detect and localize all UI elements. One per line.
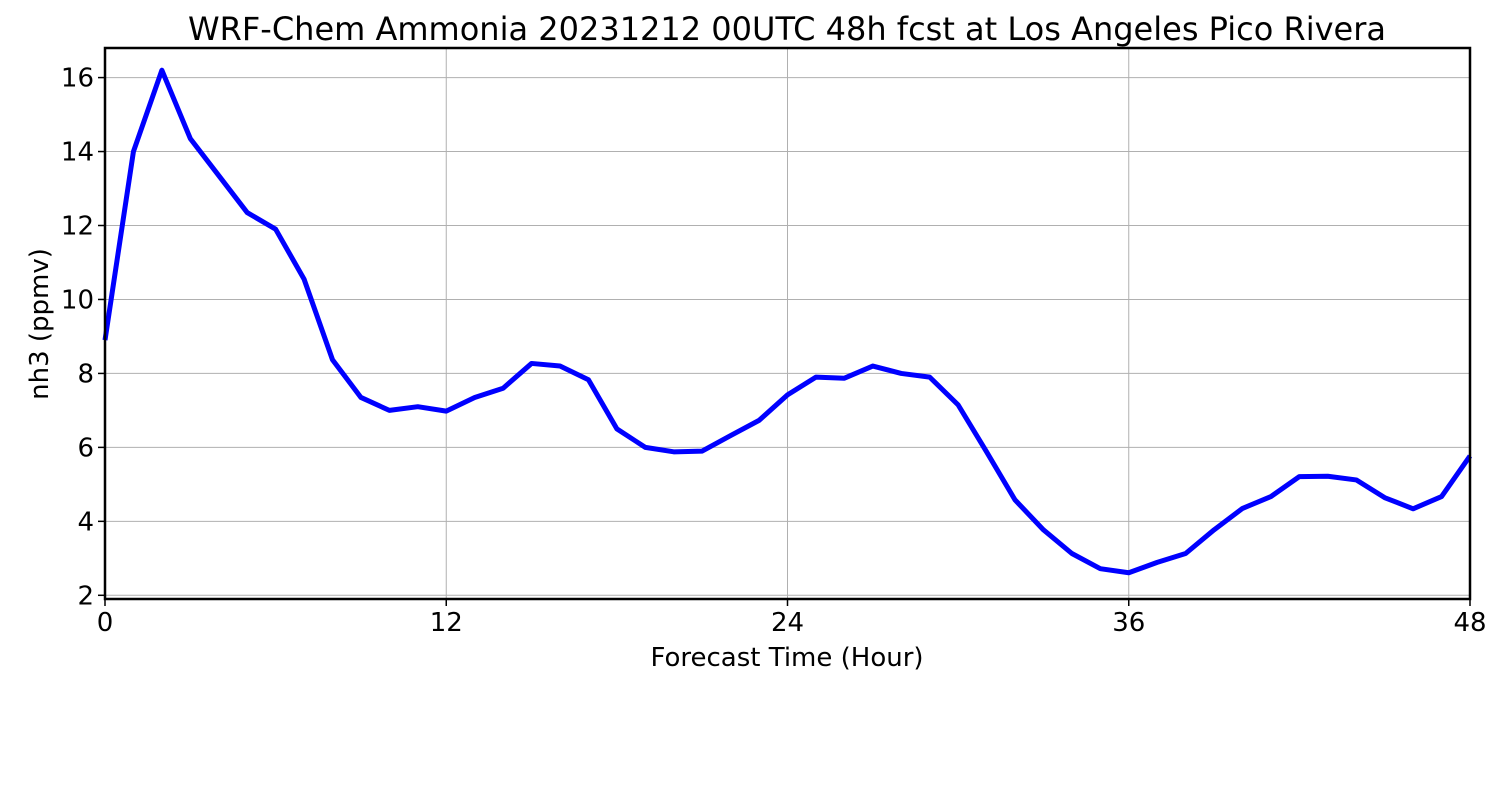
gridlines — [104, 48, 1471, 599]
x-tick-label: 48 — [1453, 608, 1486, 638]
x-axis-label: Forecast Time (Hour) — [650, 643, 923, 673]
y-tick-label: 4 — [77, 507, 94, 537]
series-layer — [102, 67, 1473, 576]
y-tick-label: 12 — [61, 212, 94, 242]
y-tick-label: 6 — [77, 433, 94, 463]
chart-title: WRF-Chem Ammonia 20231212 00UTC 48h fcst… — [188, 10, 1386, 48]
y-tick-label: 14 — [61, 138, 94, 168]
x-tick-label: 36 — [1112, 608, 1145, 638]
y-tick-label: 8 — [77, 359, 94, 389]
x-tick-label: 12 — [430, 608, 463, 638]
y-tick-label: 10 — [61, 285, 94, 315]
y-axis-label: nh3 (ppmv) — [25, 248, 55, 400]
y-tick-label: 2 — [77, 581, 94, 611]
x-tick-label: 0 — [97, 608, 114, 638]
y-tick-label: 16 — [61, 64, 94, 94]
x-tick-label: 24 — [771, 608, 804, 638]
series-line — [102, 67, 1473, 576]
